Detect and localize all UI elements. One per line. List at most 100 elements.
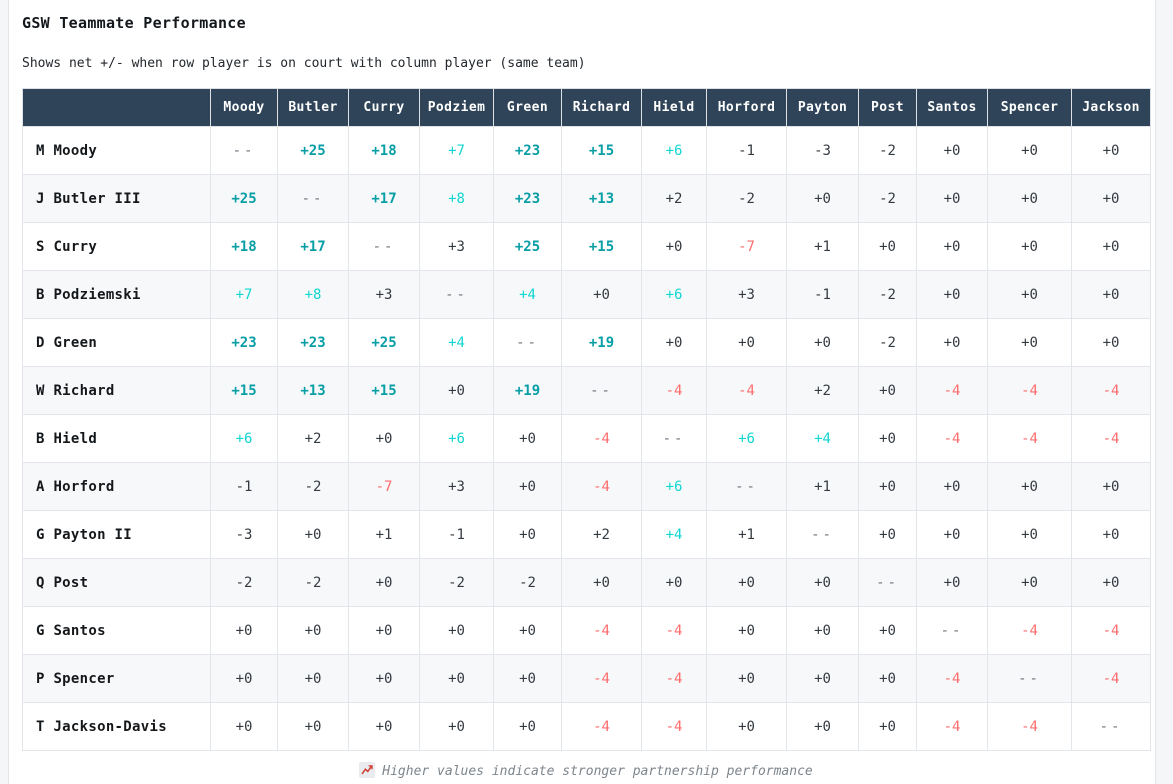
matrix-cell: +1: [348, 510, 420, 559]
matrix-cell: -1: [786, 270, 859, 319]
matrix-cell: +19: [561, 318, 642, 367]
matrix-cell: +0: [858, 510, 917, 559]
matrix-cell: +0: [277, 510, 349, 559]
matrix-cell: --: [916, 606, 988, 655]
matrix-cell: +0: [1071, 558, 1151, 607]
matrix-cell: +0: [348, 702, 420, 751]
matrix-cell: +0: [706, 318, 787, 367]
matrix-cell: +0: [916, 462, 988, 511]
matrix-cell: +0: [916, 558, 988, 607]
matrix-cell: +6: [706, 414, 787, 463]
matrix-cell: +0: [419, 702, 494, 751]
matrix-cell: +0: [987, 174, 1072, 223]
matrix-cell: -4: [641, 366, 707, 415]
matrix-cell: -2: [858, 318, 917, 367]
matrix-cell: +7: [419, 126, 494, 175]
matrix-cell: -4: [987, 414, 1072, 463]
matrix-cell: -4: [561, 702, 642, 751]
matrix-cell: -4: [706, 366, 787, 415]
column-header-santos: Santos: [916, 88, 988, 127]
matrix-cell: +6: [641, 270, 707, 319]
matrix-cell: -4: [641, 606, 707, 655]
matrix-cell: +0: [277, 654, 349, 703]
player-row-label: W Richard: [22, 366, 211, 415]
player-row-label: J Butler III: [22, 174, 211, 223]
matrix-cell: +0: [493, 654, 562, 703]
matrix-cell: +0: [786, 654, 859, 703]
table-row: M Moody -- +25 +18 +7 +23 +15 +6 -1 -3 -2 +0 +0 +0: [22, 126, 1151, 175]
table-row: S Curry +18 +17 -- +3 +25 +15 +0 -7 +1 +0 +0 +0 +0: [22, 222, 1151, 271]
matrix-cell: -2: [706, 174, 787, 223]
matrix-cell: +0: [641, 318, 707, 367]
matrix-cell: -4: [1071, 366, 1151, 415]
matrix-cell: +0: [987, 126, 1072, 175]
matrix-cell: -4: [561, 462, 642, 511]
matrix-cell: +0: [916, 222, 988, 271]
table-row: D Green +23 +23 +25 +4 -- +19 +0 +0 +0 -2 +0 +0 +0: [22, 318, 1151, 367]
matrix-cell: --: [1071, 702, 1151, 751]
matrix-cell: +1: [706, 510, 787, 559]
matrix-cell: +23: [493, 126, 562, 175]
matrix-cell: -2: [419, 558, 494, 607]
player-row-label: M Moody: [22, 126, 211, 175]
header-row: Moody Butler Curry Podziem Green Richard Hield…: [22, 88, 1151, 127]
matrix-cell: +17: [277, 222, 349, 271]
matrix-cell: +6: [641, 462, 707, 511]
matrix-cell: +0: [1071, 462, 1151, 511]
matrix-cell: --: [493, 318, 562, 367]
player-row-label: B Hield: [22, 414, 211, 463]
matrix-cell: +0: [277, 702, 349, 751]
matrix-cell: +2: [277, 414, 349, 463]
matrix-body: M Moody -- +25 +18 +7 +23 +15 +6 -1 -3 -2 +0 +0 +0 J B…: [22, 126, 1151, 751]
matrix-cell: +0: [1071, 270, 1151, 319]
matrix-cell: -4: [1071, 654, 1151, 703]
matrix-cell: +15: [210, 366, 278, 415]
matrix-cell: --: [419, 270, 494, 319]
matrix-cell: +3: [348, 270, 420, 319]
matrix-cell: -2: [858, 174, 917, 223]
matrix-cell: +13: [561, 174, 642, 223]
matrix-cell: +0: [348, 558, 420, 607]
column-header-hield: Hield: [641, 88, 707, 127]
column-header-post: Post: [858, 88, 917, 127]
matrix-cell: -4: [1071, 414, 1151, 463]
matrix-cell: +0: [987, 318, 1072, 367]
matrix-cell: --: [210, 126, 278, 175]
matrix-cell: +2: [641, 174, 707, 223]
chart-increasing-icon: [359, 762, 376, 782]
matrix-cell: +7: [210, 270, 278, 319]
player-row-label: D Green: [22, 318, 211, 367]
corner-cell: [22, 88, 211, 127]
matrix-cell: +4: [641, 510, 707, 559]
matrix-cell: +4: [786, 414, 859, 463]
matrix-cell: -1: [210, 462, 278, 511]
matrix-cell: -4: [561, 606, 642, 655]
matrix-cell: +0: [706, 654, 787, 703]
matrix-cell: +0: [493, 510, 562, 559]
matrix-cell: +23: [493, 174, 562, 223]
table-row: B Hield +6 +2 +0 +6 +0 -4 -- +6 +4 +0 -4 -4 -4: [22, 414, 1151, 463]
matrix-cell: -2: [493, 558, 562, 607]
matrix-cell: -2: [277, 558, 349, 607]
matrix-cell: -7: [348, 462, 420, 511]
matrix-cell: +0: [1071, 510, 1151, 559]
table-row: G Payton II -3 +0 +1 -1 +0 +2 +4 +1 -- +0 +0 +0 +0: [22, 510, 1151, 559]
table-row: A Horford -1 -2 -7 +3 +0 -4 +6 -- +1 +0 +0 +0 +0: [22, 462, 1151, 511]
matrix-cell: -4: [987, 366, 1072, 415]
matrix-cell: +3: [706, 270, 787, 319]
matrix-cell: +4: [419, 318, 494, 367]
matrix-cell: +0: [419, 654, 494, 703]
matrix-cell: -7: [706, 222, 787, 271]
footer-note: Higher values indicate stronger partners…: [22, 762, 1150, 782]
matrix-cell: +25: [277, 126, 349, 175]
matrix-cell: +15: [348, 366, 420, 415]
matrix-cell: +0: [419, 366, 494, 415]
column-header-moody: Moody: [210, 88, 278, 127]
matrix-cell: +0: [786, 558, 859, 607]
column-header-green: Green: [493, 88, 562, 127]
column-header-butler: Butler: [277, 88, 349, 127]
matrix-cell: +0: [916, 270, 988, 319]
matrix-cell: +0: [561, 558, 642, 607]
column-header-jackson: Jackson: [1071, 88, 1151, 127]
matrix-cell: +4: [493, 270, 562, 319]
